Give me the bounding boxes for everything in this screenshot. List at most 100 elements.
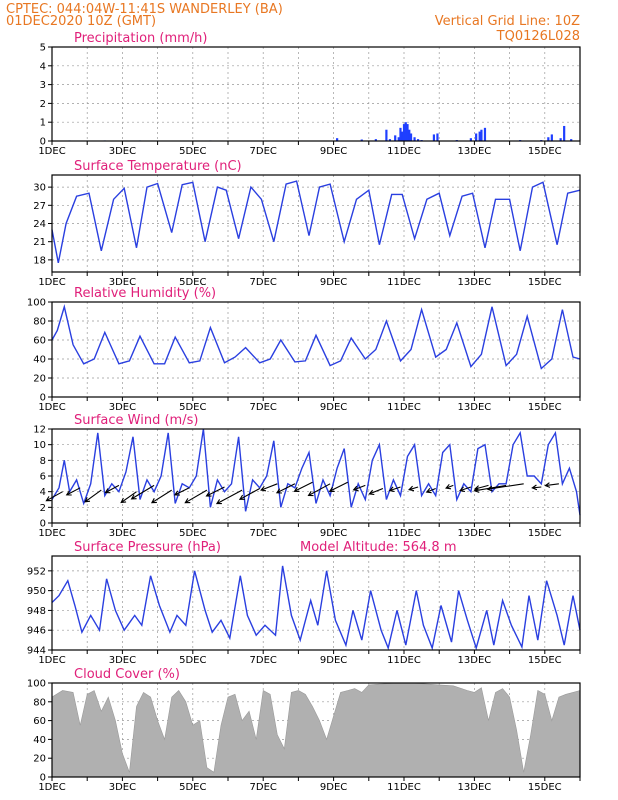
humidity-ytick-label: 20 xyxy=(33,374,46,385)
pressure-xtick-label: 13DEC xyxy=(458,655,492,666)
wind-wind-arrow xyxy=(130,484,155,500)
precipitation-bar xyxy=(483,127,487,141)
precipitation-xtick-label: 3DEC xyxy=(109,146,136,157)
wind-xtick-label: 15DEC xyxy=(528,528,562,539)
humidity-series-line xyxy=(51,304,581,370)
wind-wind-arrow xyxy=(293,481,313,492)
wind-xtick-label: 9DEC xyxy=(320,528,347,539)
humidity-title: Relative Humidity (%) xyxy=(74,286,216,301)
cloud-cover-xtick-label: 7DEC xyxy=(250,782,277,793)
cloud-cover-xtick-label: 5DEC xyxy=(179,782,206,793)
wind-ytick-label: 6 xyxy=(40,472,46,483)
precipitation-xtick-label: 7DEC xyxy=(250,146,277,157)
cloud-cover-ytick-label: 20 xyxy=(33,754,46,765)
precipitation-ytick-label: 4 xyxy=(40,61,46,72)
precipitation-xtick-label: 9DEC xyxy=(320,146,347,157)
wind-xtick-label: 7DEC xyxy=(250,528,277,539)
wind-wind-arrow xyxy=(388,486,401,493)
wind-wind-arrow xyxy=(445,483,454,490)
cloud-cover-ytick-label: 40 xyxy=(33,735,46,746)
precipitation-bar xyxy=(436,133,439,141)
wind-wind-arrow xyxy=(215,489,243,505)
cloud-cover-ytick-label: 60 xyxy=(33,716,46,727)
temperature-xtick-label: 5DEC xyxy=(179,277,206,288)
cloud-cover-xtick-label: 9DEC xyxy=(320,782,347,793)
humidity-frame xyxy=(51,301,581,398)
cloud-cover-area xyxy=(51,682,581,778)
temperature-xtick-label: 3DEC xyxy=(109,277,136,288)
cloud-cover-xtick-label: 3DEC xyxy=(109,782,136,793)
cloud-cover-ytick-label: 100 xyxy=(27,679,46,690)
wind-xtick-label: 11DEC xyxy=(387,528,421,539)
pressure-title: Surface Pressure (hPa) xyxy=(74,540,221,555)
wind-xtick-label: 3DEC xyxy=(109,528,136,539)
cloud-cover-xtick-label: 1DEC xyxy=(38,782,65,793)
precipitation-title: Precipitation (mm/h) xyxy=(74,31,207,46)
cloud-cover-ytick-label: 80 xyxy=(33,697,46,708)
precipitation-bar xyxy=(570,139,573,141)
pressure-xtick-label: 9DEC xyxy=(320,655,347,666)
pressure-annotation: Model Altitude: 564.8 m xyxy=(300,540,457,555)
pressure-ytick-label: 946 xyxy=(27,626,46,637)
cloud-cover-xtick-label: 13DEC xyxy=(458,782,492,793)
wind-wind-arrow xyxy=(120,491,137,504)
pressure-ytick-label: 950 xyxy=(27,586,46,597)
humidity-ytick-label: 60 xyxy=(33,336,46,347)
humidity-xtick-label: 3DEC xyxy=(109,402,136,413)
humidity-xtick-label: 9DEC xyxy=(320,402,347,413)
humidity-ytick-label: 100 xyxy=(27,298,46,309)
wind-series-line xyxy=(51,428,581,516)
pressure-xtick-label: 3DEC xyxy=(109,655,136,666)
temperature-xtick-label: 9DEC xyxy=(320,277,347,288)
pressure-xtick-label: 15DEC xyxy=(528,655,562,666)
precipitation-bar xyxy=(416,139,420,141)
cloud-cover-xtick-label: 15DEC xyxy=(528,782,562,793)
wind-ytick-label: 0 xyxy=(40,519,46,530)
temperature-ytick-label: 18 xyxy=(33,255,46,266)
header-grid-line: Vertical Grid Line: 10Z xyxy=(435,14,580,29)
precipitation-bar xyxy=(409,133,413,141)
precipitation-xtick-label: 11DEC xyxy=(387,146,421,157)
temperature-frame xyxy=(51,174,581,273)
precipitation-xtick-label: 1DEC xyxy=(38,146,65,157)
wind-wind-arrow xyxy=(408,485,419,492)
temperature-series-line xyxy=(51,180,581,264)
precipitation-bar xyxy=(402,124,406,141)
humidity-xtick-label: 15DEC xyxy=(528,402,562,413)
temperature-title: Surface Temperature (nC) xyxy=(74,159,242,174)
wind-wind-arrow xyxy=(65,487,81,496)
wind-wind-arrow xyxy=(486,483,524,492)
precipitation-bar xyxy=(374,139,377,141)
humidity-xtick-label: 11DEC xyxy=(387,402,421,413)
humidity-xtick-label: 5DEC xyxy=(179,402,206,413)
temperature-xtick-label: 13DEC xyxy=(458,277,492,288)
wind-wind-arrow xyxy=(260,483,278,492)
temperature-ytick-label: 24 xyxy=(33,219,46,230)
wind-ytick-label: 2 xyxy=(40,503,46,514)
temperature-xtick-label: 7DEC xyxy=(250,277,277,288)
temperature-ytick-label: 27 xyxy=(33,201,46,212)
wind-ytick-label: 4 xyxy=(40,487,46,498)
temperature-ytick-label: 30 xyxy=(33,183,46,194)
cloud-cover-xtick-label: 11DEC xyxy=(387,782,421,793)
precipitation-bar xyxy=(547,137,550,141)
wind-title: Surface Wind (m/s) xyxy=(74,413,198,428)
humidity-ytick-label: 40 xyxy=(33,355,46,366)
pressure-ytick-label: 944 xyxy=(27,646,46,657)
precipitation-ytick-label: 0 xyxy=(40,137,46,148)
precipitation-bar xyxy=(388,139,392,141)
wind-wind-arrow xyxy=(307,483,331,497)
precipitation-bar xyxy=(385,129,388,141)
precipitation-bar xyxy=(397,137,400,141)
precipitation-xtick-label: 13DEC xyxy=(458,146,492,157)
cloud-cover-frame xyxy=(51,682,581,778)
precipitation-ytick-label: 5 xyxy=(40,43,46,54)
pressure-xtick-label: 5DEC xyxy=(179,655,206,666)
precipitation-bar xyxy=(399,127,402,141)
header-location: CPTEC: 044:04W-11:41S WANDERLEY (BA) xyxy=(6,2,283,17)
wind-wind-arrow xyxy=(84,489,102,503)
precipitation-ytick-label: 1 xyxy=(40,118,46,129)
wind-wind-arrow xyxy=(352,484,366,492)
wind-wind-arrow xyxy=(473,484,507,493)
